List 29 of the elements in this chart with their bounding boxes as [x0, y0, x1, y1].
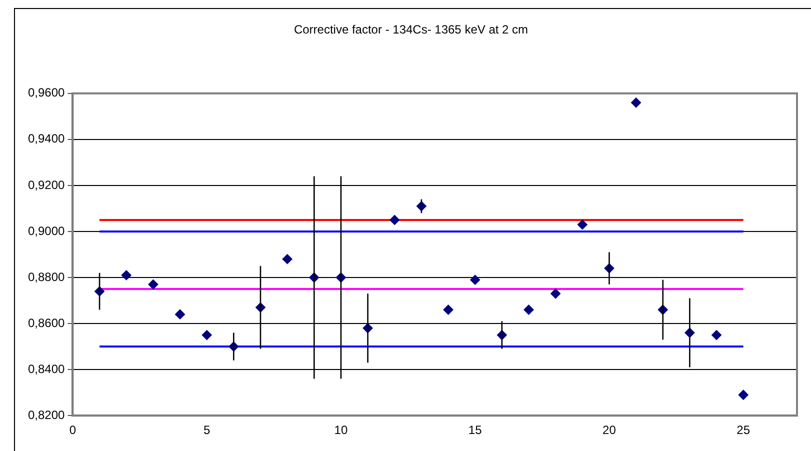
point: [470, 274, 480, 285]
point: [443, 304, 454, 315]
y-tick-label: 0,8200: [28, 408, 66, 422]
point: [282, 254, 292, 264]
y-tick-label: 0,8800: [28, 270, 66, 284]
y-tick-label: 0,9200: [28, 178, 66, 192]
y-tick-label: 0,9600: [28, 86, 66, 100]
point: [712, 330, 722, 340]
y-tick-label: 0,8400: [28, 362, 66, 376]
point: [524, 304, 534, 315]
x-tick-label: 15: [468, 423, 482, 438]
x-tick-label: 5: [203, 423, 210, 438]
y-tick-label: 0,8600: [28, 316, 66, 330]
x-tick-label: 20: [602, 423, 616, 438]
y-tick-label: 0,9400: [28, 132, 66, 146]
point: [577, 220, 588, 230]
point: [121, 270, 132, 280]
point: [390, 214, 400, 225]
y-tick-label: 0,9000: [28, 224, 66, 238]
point: [202, 330, 212, 340]
x-tick-label: 0: [69, 423, 76, 438]
point: [550, 288, 561, 299]
point: [738, 390, 748, 400]
point: [631, 98, 642, 108]
chart-title: Corrective factor - 134Cs- 1365 keV at 2 cm: [294, 22, 528, 37]
point: [175, 309, 186, 320]
x-tick-label: 25: [736, 423, 750, 438]
x-tick-label: 10: [334, 423, 348, 438]
point: [148, 279, 158, 290]
